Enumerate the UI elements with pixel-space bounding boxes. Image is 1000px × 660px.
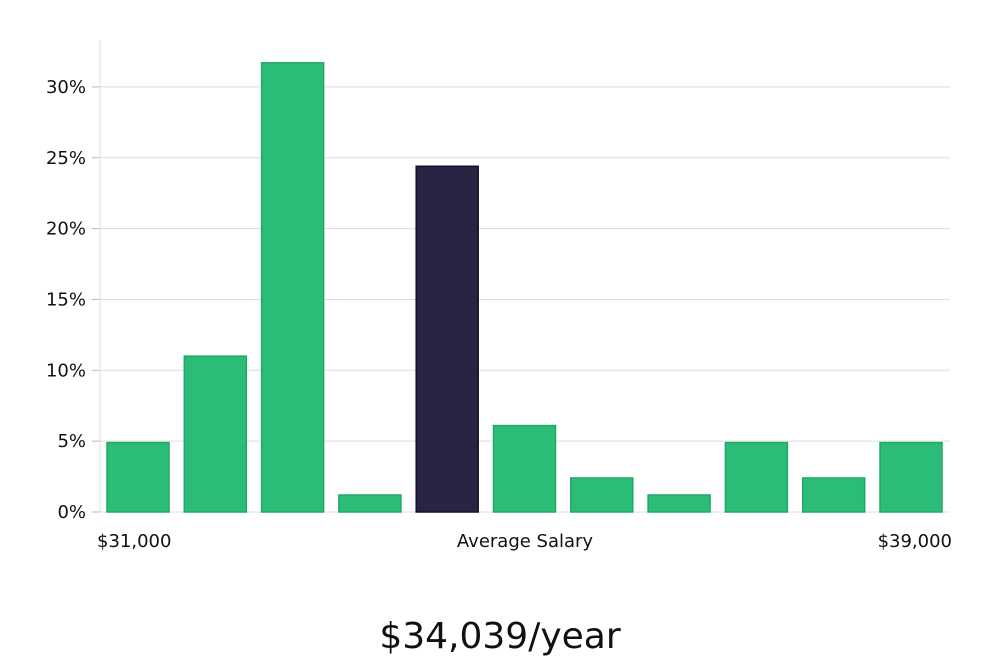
- histogram-bar: [492, 424, 557, 513]
- histogram-bar: [106, 441, 170, 513]
- y-tick-label: 5%: [57, 431, 86, 452]
- y-tick-label: 10%: [46, 360, 86, 381]
- y-tick-labels: 0% 5% 10% 15% 20% 25% 30%: [46, 77, 86, 523]
- y-tick-label: 20%: [46, 219, 86, 240]
- average-salary-value: $34,039/year: [379, 616, 621, 657]
- y-tick-label: 25%: [46, 148, 86, 169]
- y-tick-label: 0%: [57, 502, 86, 523]
- histogram-bar: [724, 441, 789, 513]
- histogram-bar: [183, 355, 248, 513]
- x-end-label: $39,000: [878, 531, 952, 552]
- x-start-label: $31,000: [97, 531, 171, 552]
- histogram-bar: [879, 441, 943, 513]
- histogram-bar: [570, 477, 634, 513]
- histogram-bar: [338, 494, 402, 513]
- y-tick-label: 15%: [46, 289, 86, 310]
- histogram-bar-highlighted: [415, 165, 479, 513]
- histogram-bar: [647, 494, 711, 513]
- histogram-bar: [260, 62, 325, 513]
- x-axis-title: Average Salary: [457, 531, 594, 552]
- bars-layer: [106, 62, 943, 513]
- y-tick-label: 30%: [46, 77, 86, 98]
- histogram-bar: [801, 477, 866, 513]
